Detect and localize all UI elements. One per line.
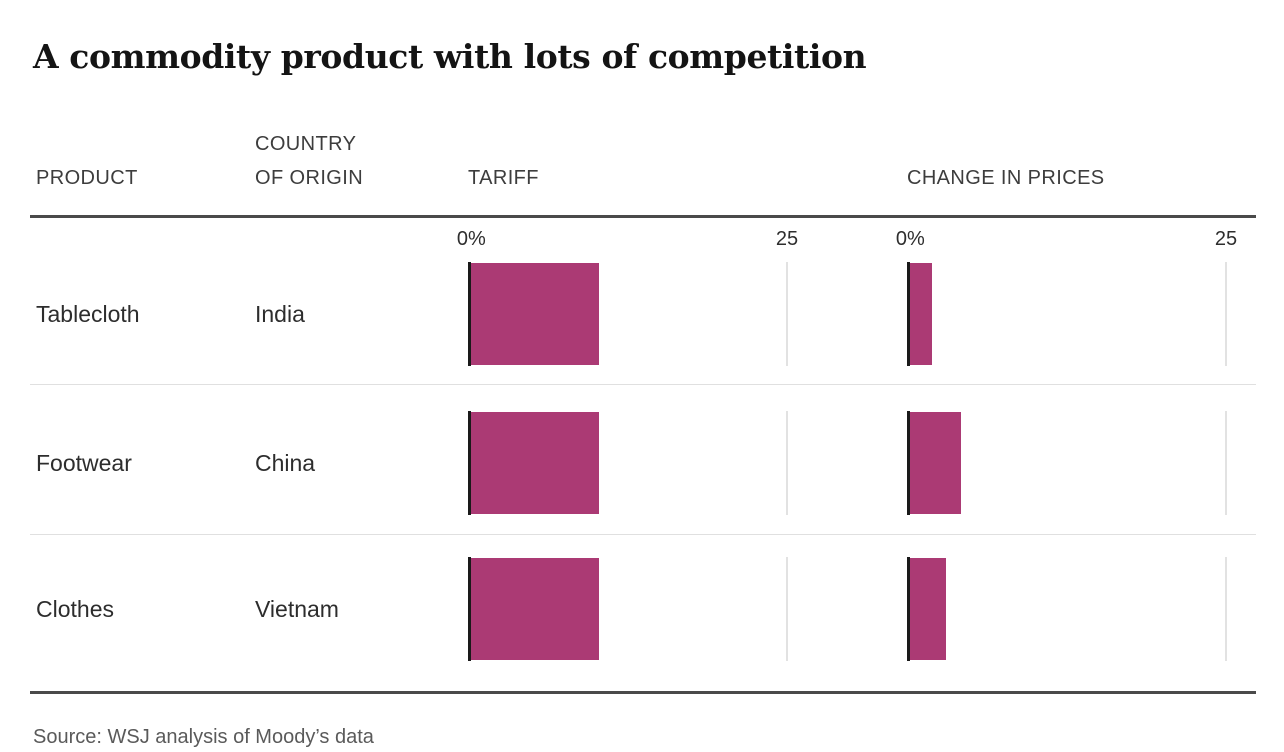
prices-axis-zero-label: 0% [895, 228, 925, 250]
country-label: India [255, 300, 305, 327]
product-label: Clothes [36, 595, 114, 622]
column-header-change-in-prices: CHANGE IN PRICES [907, 167, 1105, 189]
tariff-axis-line [468, 557, 471, 661]
row-separator [30, 534, 1256, 535]
tariff-gridline-25 [786, 262, 788, 366]
axis-label-row: 0% 25 0% 25 [30, 218, 1256, 262]
country-label: Vietnam [255, 595, 339, 622]
row-tariff-cell [468, 535, 907, 691]
column-header-country-line1: COUNTRY [255, 133, 357, 155]
price-change-bar [910, 558, 946, 660]
prices-axis: 0% 25 [896, 218, 1256, 262]
row-product-cell: Clothes [30, 535, 255, 691]
prices-axis-line [907, 262, 910, 366]
column-header-country: COUNTRY OF ORIGIN [255, 127, 468, 195]
row-prices-cell [907, 535, 1256, 691]
tariff-chart-panel [468, 262, 800, 366]
prices-axis-line [907, 411, 910, 515]
row-prices-cell [907, 262, 1256, 384]
row-tariff-cell [468, 262, 907, 384]
column-header-country-line2: OF ORIGIN [255, 167, 364, 189]
column-header-product: PRODUCT [36, 167, 138, 189]
source-note: Source: WSJ analysis of Moody’s data [33, 726, 374, 748]
tariff-gridline-25 [786, 411, 788, 515]
prices-gridline-25 [1225, 557, 1227, 661]
tariff-bar [471, 412, 599, 514]
row-product-cell: Footwear [30, 385, 255, 534]
row-product-cell: Tablecloth [30, 262, 255, 384]
country-label: China [255, 449, 316, 476]
tariff-bar [471, 263, 599, 365]
row-tariff-cell [468, 385, 907, 534]
tariff-gridline-25 [786, 557, 788, 661]
axis-spacer-product [30, 218, 255, 262]
column-header-tariff: TARIFF [468, 167, 539, 189]
prices-gridline-25 [1225, 262, 1227, 366]
table-row: Tablecloth India [30, 262, 1256, 384]
prices-axis-max-label: 25 [1214, 228, 1238, 250]
tariff-axis-max-label: 25 [775, 228, 799, 250]
prices-chart-panel [907, 262, 1239, 366]
tariff-axis-line [468, 411, 471, 515]
tariff-axis: 0% 25 [457, 218, 907, 262]
product-label: Tablecloth [36, 300, 140, 327]
prices-axis-line [907, 557, 910, 661]
row-prices-cell [907, 385, 1256, 534]
axis-spacer-country [255, 218, 468, 262]
header-rule [30, 215, 1256, 218]
product-label: Footwear [36, 449, 132, 476]
price-change-bar [910, 412, 962, 514]
row-country-cell: China [255, 385, 468, 534]
table-bottom-rule [30, 691, 1256, 694]
row-country-cell: Vietnam [255, 535, 468, 691]
table-row: Footwear China [30, 385, 1256, 534]
tariff-chart-panel [468, 557, 800, 661]
chart-title: A commodity product with lots of competi… [33, 37, 867, 76]
prices-gridline-25 [1225, 411, 1227, 515]
row-country-cell: India [255, 262, 468, 384]
table-row: Clothes Vietnam [30, 535, 1256, 691]
tariff-axis-zero-label: 0% [456, 228, 486, 250]
prices-chart-panel [907, 557, 1239, 661]
table-header-row: PRODUCT COUNTRY OF ORIGIN TARIFF CHANGE … [30, 127, 1256, 215]
tariff-table: PRODUCT COUNTRY OF ORIGIN TARIFF CHANGE … [30, 127, 1256, 694]
row-separator [30, 384, 1256, 385]
tariff-chart-panel [468, 411, 800, 515]
price-change-bar [910, 263, 932, 365]
prices-chart-panel [907, 411, 1239, 515]
tariff-bar [471, 558, 599, 660]
tariff-axis-line [468, 262, 471, 366]
